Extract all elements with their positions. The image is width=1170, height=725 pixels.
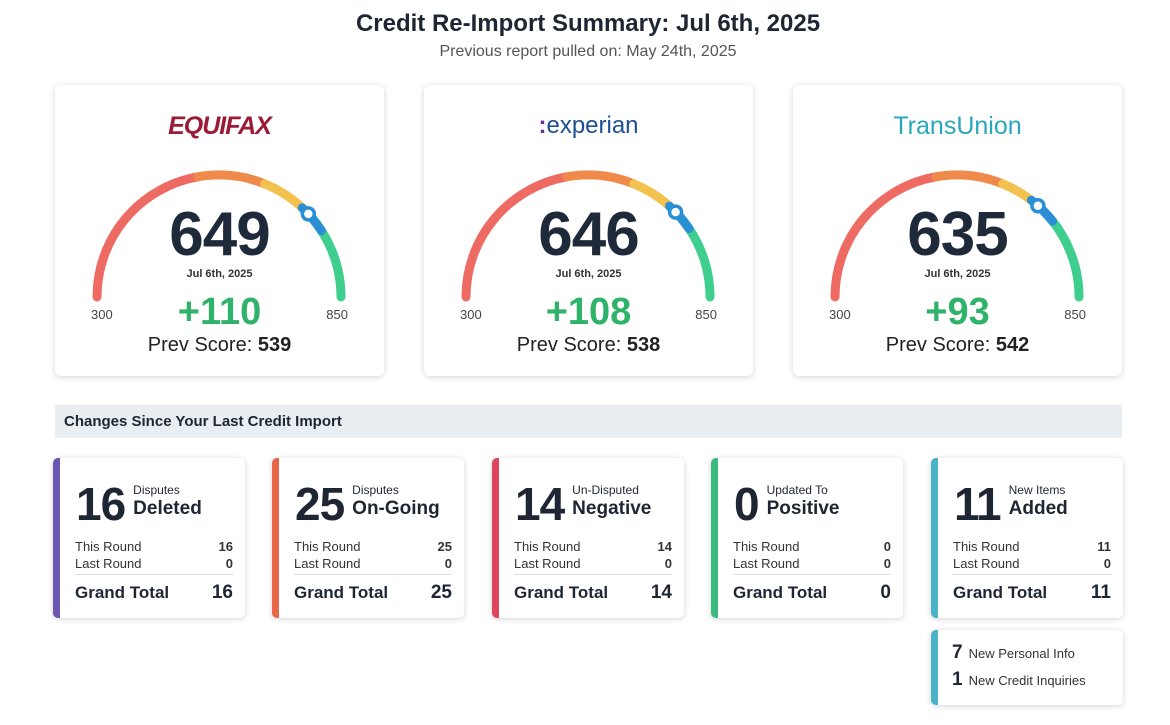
experian-card: :experian 646 Jul 6th, 2025 300 850 +108… <box>424 85 753 376</box>
transunion-card: TransUnion 635 Jul 6th, 2025 300 850 +93… <box>793 85 1122 376</box>
page-subtitle: Previous report pulled on: May 24th, 202… <box>439 43 737 60</box>
gauge-marker <box>300 206 317 222</box>
grand-total-row: Grand Total 25 <box>294 574 452 604</box>
stat-card: 16 Disputes Deleted This Round 16 Last Ro… <box>53 458 245 618</box>
stat-label-top: Updated To <box>766 483 828 497</box>
last-round-row: Last Round 0 <box>733 556 891 571</box>
stat-card: 11 New Items Added This Round 11 Last Rou… <box>931 458 1123 618</box>
section-header: Changes Since Your Last Credit Import <box>55 405 1122 438</box>
score-date: Jul 6th, 2025 <box>555 268 622 280</box>
stat-count: 11 <box>954 478 1002 530</box>
this-round-row: This Round 11 <box>953 539 1111 554</box>
stat-count: 0 <box>734 478 760 530</box>
gauge-segment-red <box>830 172 941 302</box>
score-change: +108 <box>545 291 632 333</box>
stat-card: 14 Un-Disputed Negative This Round 14 Las… <box>492 458 684 618</box>
stat-label-main: On-Going <box>352 498 440 519</box>
gauge-max: 850 <box>695 307 717 322</box>
gauge-marker <box>1030 197 1046 214</box>
new-personal-info: 7 New Personal Info <box>952 642 1075 663</box>
gauge-segment-green <box>299 204 346 302</box>
gauge-max: 850 <box>1064 307 1086 322</box>
stat-label-top: Disputes <box>352 483 399 497</box>
stat-label-main: Deleted <box>133 498 202 519</box>
page-title: Credit Re-Import Summary: Jul 6th, 2025 <box>355 10 821 37</box>
score-change: +110 <box>177 291 262 333</box>
score-gauge <box>92 170 346 302</box>
new-credit-inquiries: 1 New Credit Inquiries <box>952 669 1086 690</box>
grand-total-row: Grand Total 0 <box>733 574 891 604</box>
this-round-row: This Round 0 <box>733 539 891 554</box>
last-round-row: Last Round 0 <box>514 556 672 571</box>
this-round-row: This Round 25 <box>294 539 452 554</box>
stat-label-top: New Items <box>1008 483 1066 497</box>
grand-total-row: Grand Total 14 <box>514 574 672 604</box>
score-date: Jul 6th, 2025 <box>186 268 253 280</box>
score-gauge <box>830 170 1084 302</box>
gauge-max: 850 <box>326 307 348 322</box>
equifax-card: EQUIFAX 649 Jul 6th, 2025 300 850 +110 P… <box>55 85 384 376</box>
transunion-logo: TransUnion <box>893 112 1022 140</box>
stat-label-top: Un-Disputed <box>572 483 639 497</box>
score-value: 646 <box>538 200 639 269</box>
grand-total-row: Grand Total 11 <box>953 574 1111 604</box>
stat-count: 16 <box>76 478 126 530</box>
stat-label-main: Positive <box>766 498 840 519</box>
gauge-min: 300 <box>829 307 851 322</box>
score-value: 635 <box>907 200 1008 269</box>
score-change: +93 <box>925 291 990 333</box>
score-value: 649 <box>169 200 270 269</box>
gauge-segment-red <box>92 172 203 302</box>
stat-card: 0 Updated To Positive This Round 0 Last R… <box>711 458 903 618</box>
gauge-segment-green <box>1037 204 1084 302</box>
gauge-segment-yellow <box>260 179 309 214</box>
stat-count: 25 <box>295 478 345 530</box>
previous-score: Prev Score: 542 <box>885 334 1030 356</box>
gauge-segment-red <box>461 172 572 302</box>
experian-logo: :experian <box>538 112 639 139</box>
gauge-marker <box>667 204 684 220</box>
this-round-row: This Round 14 <box>514 539 672 554</box>
score-date: Jul 6th, 2025 <box>924 268 991 280</box>
new-info-card: 7 New Personal Info 1 New Credit Inquiries <box>931 630 1123 705</box>
this-round-row: This Round 16 <box>75 539 233 554</box>
previous-score: Prev Score: 539 <box>147 334 292 356</box>
gauge-segment-orange <box>193 170 270 189</box>
stat-label-main: Negative <box>572 498 652 519</box>
last-round-row: Last Round 0 <box>953 556 1111 571</box>
stat-count: 14 <box>515 478 565 530</box>
gauge-segment-orange <box>562 170 639 189</box>
stat-label-main: Added <box>1008 498 1068 519</box>
previous-score: Prev Score: 538 <box>516 334 661 356</box>
gauge-segment-green <box>668 204 715 302</box>
score-gauge <box>461 170 715 302</box>
last-round-row: Last Round 0 <box>294 556 452 571</box>
stat-card: 25 Disputes On-Going This Round 25 Last R… <box>272 458 464 618</box>
equifax-logo: EQUIFAX <box>168 112 272 140</box>
gauge-min: 300 <box>91 307 113 322</box>
stat-label-top: Disputes <box>133 483 180 497</box>
last-round-row: Last Round 0 <box>75 556 233 571</box>
gauge-min: 300 <box>460 307 482 322</box>
gauge-segment-orange <box>931 170 1008 189</box>
grand-total-row: Grand Total 16 <box>75 574 233 604</box>
